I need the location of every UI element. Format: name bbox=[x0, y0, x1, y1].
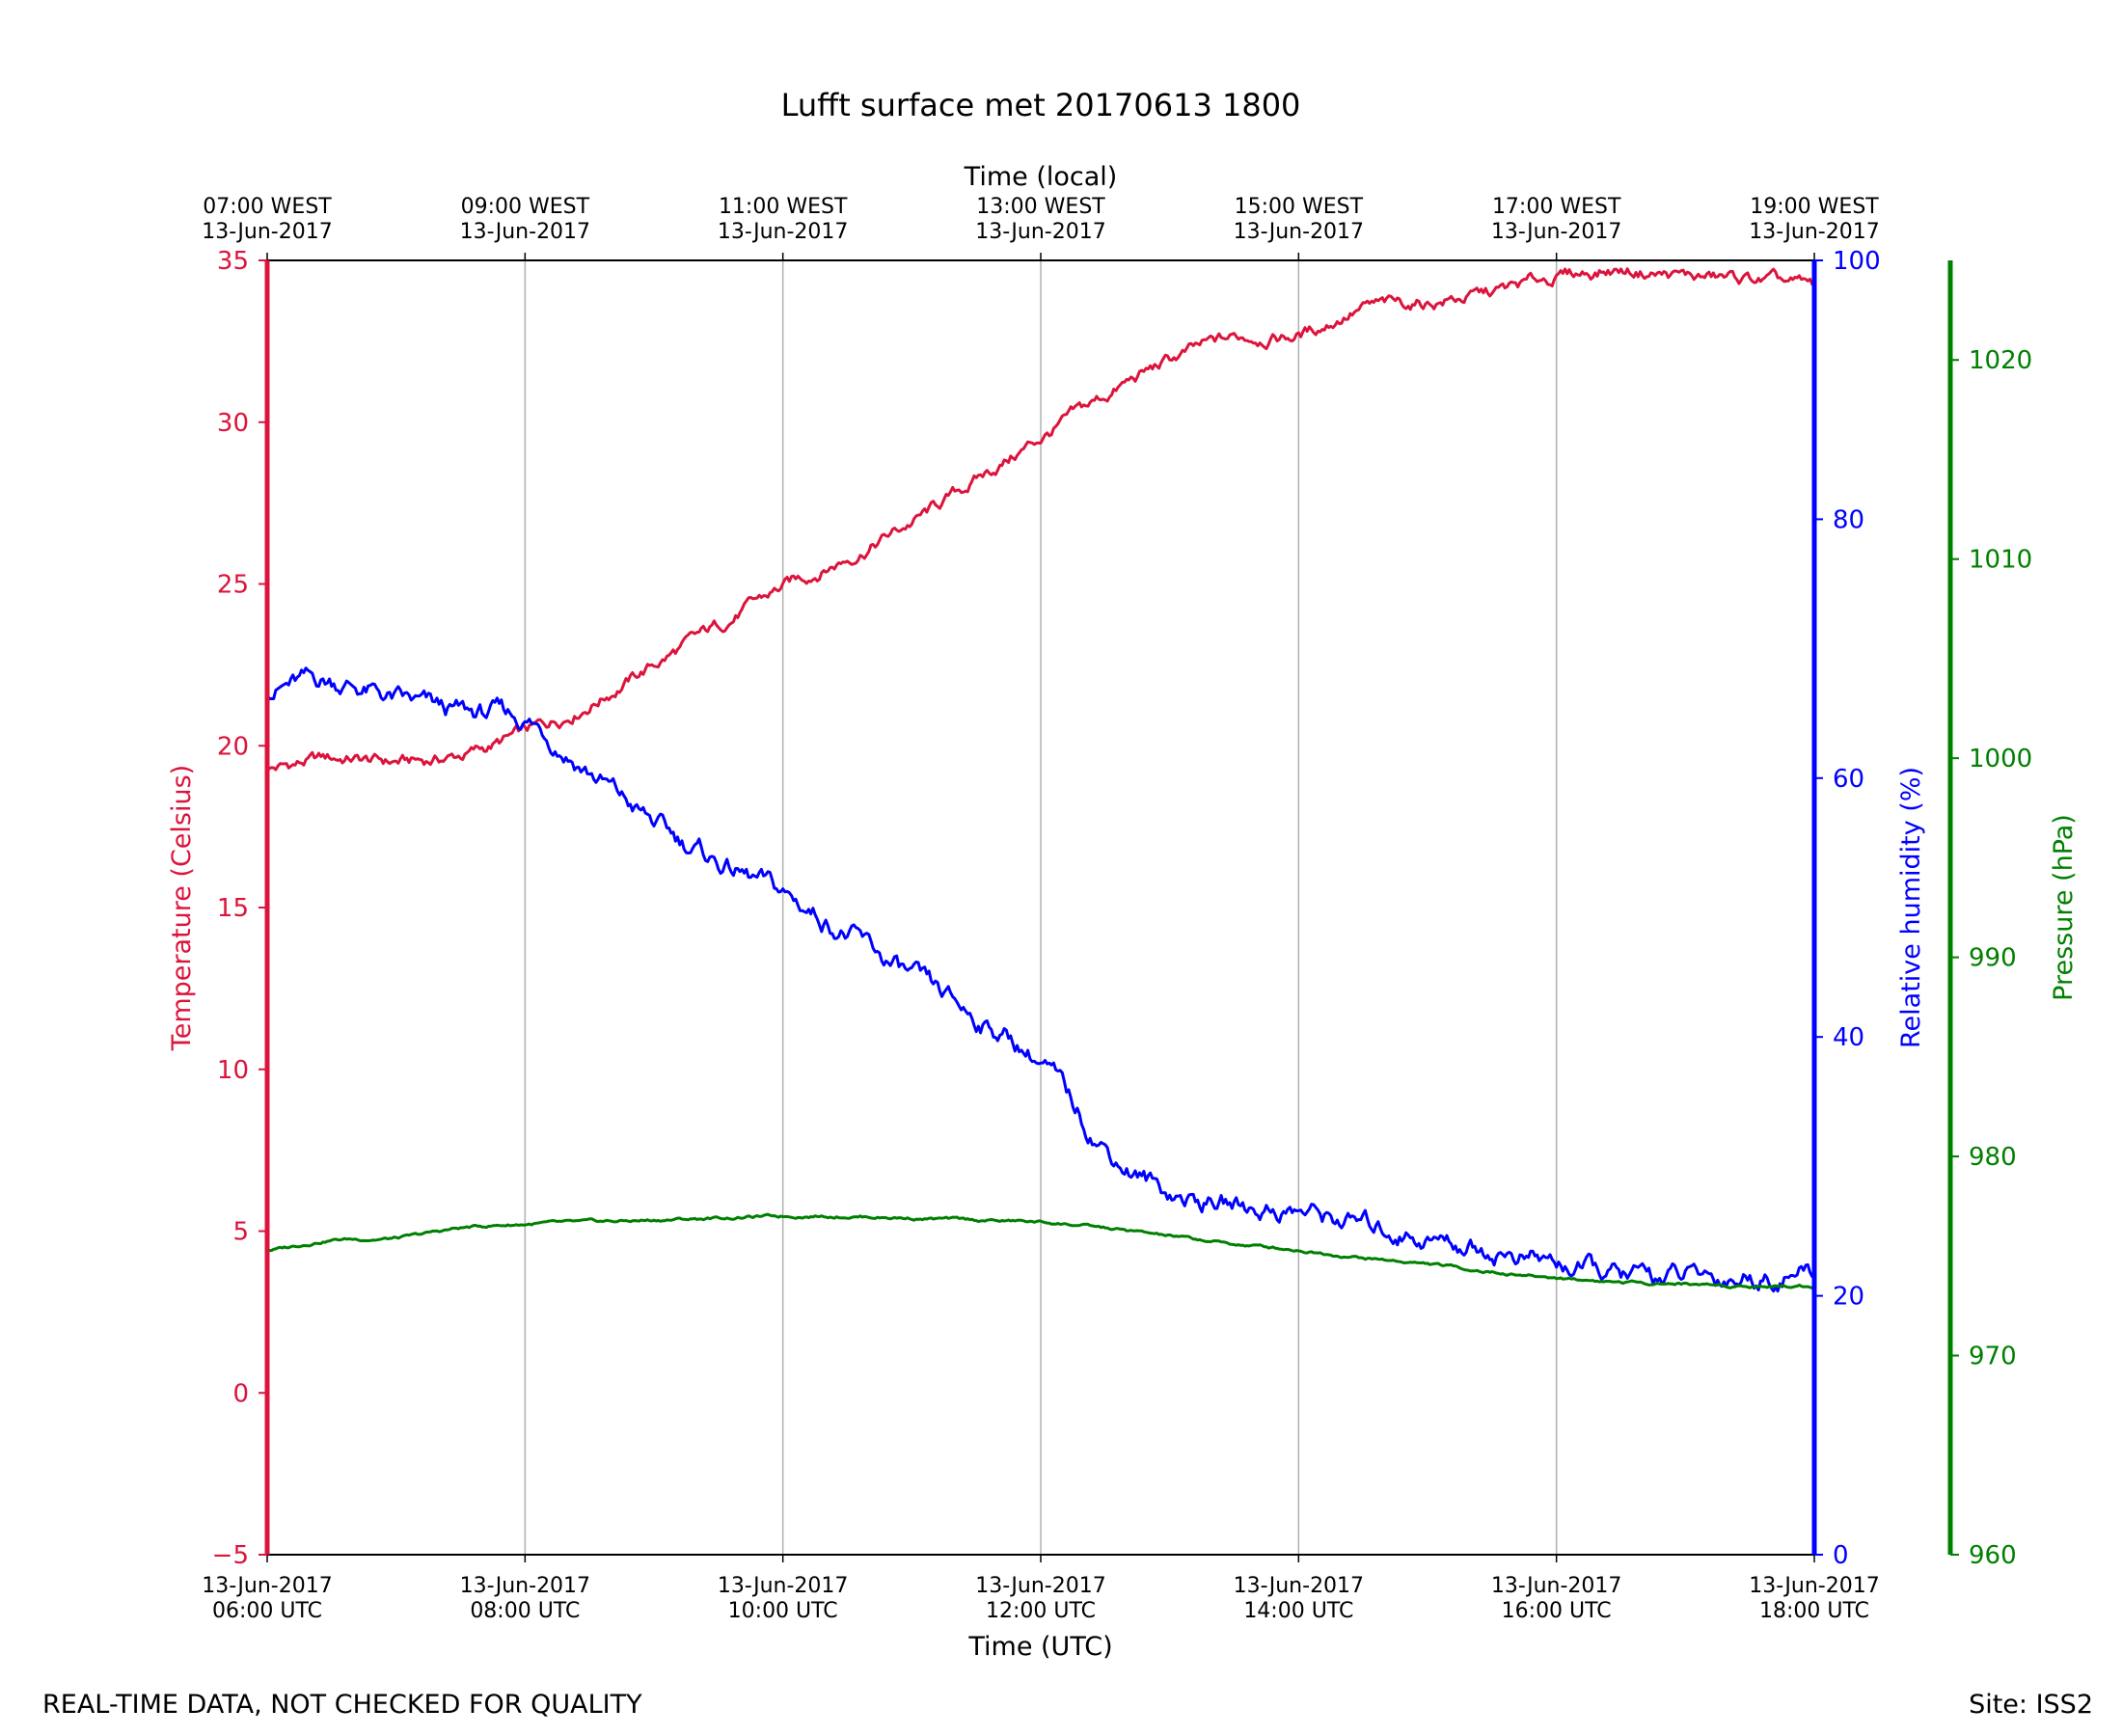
pressure-tick-label: 980 bbox=[1969, 1143, 2017, 1172]
pressure-series-line bbox=[266, 1212, 1815, 1289]
x-tick-label-utc: 16:00 UTC bbox=[1502, 1599, 1612, 1623]
humidity-axis-label: Relative humidity (%) bbox=[1896, 767, 1926, 1048]
pressure-tick-label: 1020 bbox=[1969, 346, 2032, 375]
x-top-tick-label-local: 13:00 WEST bbox=[976, 195, 1105, 219]
temperature-axis-label: Temperature (Celsius) bbox=[167, 765, 197, 1051]
x-top-tick-label-date: 13-Jun-2017 bbox=[1749, 220, 1879, 244]
pressure-axis-label: Pressure (hPa) bbox=[2049, 814, 2079, 1001]
x-tick-label-date: 13-Jun-2017 bbox=[460, 1574, 590, 1598]
temperature-tick-label: 5 bbox=[232, 1218, 249, 1247]
x-tick-label-date: 13-Jun-2017 bbox=[975, 1574, 1105, 1598]
temperature-tick-label: 15 bbox=[217, 894, 249, 923]
pressure-tick-label: 990 bbox=[1969, 944, 2017, 973]
x-tick-label-date: 13-Jun-2017 bbox=[1234, 1574, 1364, 1598]
x-axis-bottom-label: Time (UTC) bbox=[967, 1632, 1112, 1662]
x-tick-label-date: 13-Jun-2017 bbox=[202, 1574, 332, 1598]
x-tick-label-utc: 06:00 UTC bbox=[212, 1599, 322, 1623]
humidity-tick-label: 20 bbox=[1833, 1283, 1864, 1312]
temperature-tick-label: 25 bbox=[217, 571, 249, 600]
x-top-tick-label-date: 13-Jun-2017 bbox=[460, 220, 590, 244]
chart-title: Lufft surface met 20170613 1800 bbox=[781, 87, 1301, 123]
temperature-tick-label: 0 bbox=[232, 1379, 249, 1408]
humidity-series-line bbox=[265, 666, 1815, 1293]
temperature-tick-label: 10 bbox=[217, 1056, 249, 1085]
x-tick-label-date: 13-Jun-2017 bbox=[718, 1574, 848, 1598]
temperature-tick-label: 35 bbox=[217, 247, 249, 276]
x-tick-label-date: 13-Jun-2017 bbox=[1491, 1574, 1621, 1598]
quality-disclaimer: REAL-TIME DATA, NOT CHECKED FOR QUALITY bbox=[42, 1690, 642, 1720]
humidity-tick-label: 80 bbox=[1833, 505, 1864, 534]
pressure-tick-label: 1000 bbox=[1969, 745, 2032, 773]
x-tick-label-utc: 12:00 UTC bbox=[986, 1599, 1096, 1623]
x-top-tick-label-local: 09:00 WEST bbox=[461, 195, 590, 219]
axes bbox=[258, 253, 1959, 1562]
temperature-tick-label: −5 bbox=[212, 1541, 249, 1570]
x-top-tick-label-local: 11:00 WEST bbox=[719, 195, 848, 219]
x-tick-label-utc: 10:00 UTC bbox=[728, 1599, 838, 1623]
pressure-tick-label: 1010 bbox=[1969, 546, 2032, 575]
humidity-tick-label: 40 bbox=[1833, 1023, 1864, 1052]
x-top-tick-label-date: 13-Jun-2017 bbox=[1491, 220, 1621, 244]
pressure-tick-label: 970 bbox=[1969, 1343, 2017, 1371]
x-top-tick-label-local: 15:00 WEST bbox=[1235, 195, 1364, 219]
x-top-tick-label-local: 19:00 WEST bbox=[1750, 195, 1879, 219]
x-top-tick-label-date: 13-Jun-2017 bbox=[975, 220, 1105, 244]
temperature-tick-label: 20 bbox=[217, 732, 249, 761]
x-gridlines bbox=[524, 260, 1558, 1555]
x-top-tick-label-local: 07:00 WEST bbox=[203, 195, 332, 219]
humidity-tick-label: 100 bbox=[1833, 247, 1881, 276]
x-top-tick-label-date: 13-Jun-2017 bbox=[718, 220, 848, 244]
x-tick-label-utc: 14:00 UTC bbox=[1243, 1599, 1353, 1623]
x-top-tick-label-date: 13-Jun-2017 bbox=[1234, 220, 1364, 244]
x-top-tick-label-date: 13-Jun-2017 bbox=[202, 220, 332, 244]
pressure-tick-label: 960 bbox=[1969, 1541, 2017, 1570]
series-lines bbox=[265, 267, 1816, 1293]
x-tick-label-utc: 08:00 UTC bbox=[470, 1599, 580, 1623]
humidity-tick-label: 0 bbox=[1833, 1541, 1849, 1570]
x-tick-label-utc: 18:00 UTC bbox=[1759, 1599, 1869, 1623]
site-label: Site: ISS2 bbox=[1969, 1690, 2093, 1720]
humidity-tick-label: 60 bbox=[1833, 765, 1864, 794]
x-axis-top-label: Time (local) bbox=[964, 162, 1118, 192]
x-tick-label-date: 13-Jun-2017 bbox=[1749, 1574, 1879, 1598]
temperature-series-line bbox=[265, 267, 1816, 773]
x-top-tick-label-local: 17:00 WEST bbox=[1492, 195, 1621, 219]
temperature-tick-label: 30 bbox=[217, 409, 249, 438]
